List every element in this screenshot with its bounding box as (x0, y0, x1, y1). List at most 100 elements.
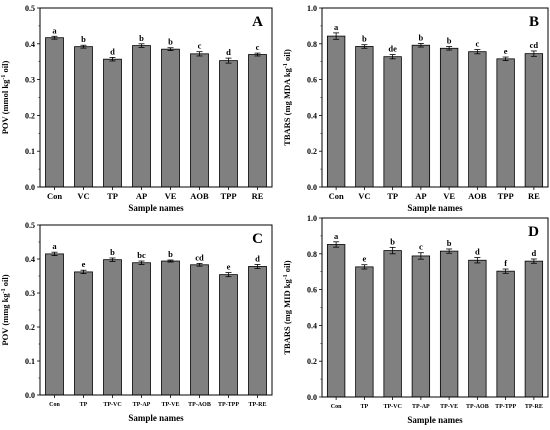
bar (74, 271, 93, 396)
bar (383, 56, 402, 188)
y-tick-label: 0.8 (307, 40, 317, 49)
significance-label: e (82, 259, 86, 269)
x-tick-label: VC (77, 191, 89, 201)
significance-label: d (255, 253, 260, 263)
significance-label: b (419, 32, 424, 42)
y-axis-title-main: TBARS (mg MID kg (282, 279, 292, 355)
x-tick-label: TP-TPP (495, 404, 516, 410)
y-tick-label: 1.0 (307, 4, 317, 13)
bar (219, 274, 238, 396)
x-tick-label: VC (358, 191, 370, 201)
bar (45, 37, 64, 188)
x-tick-label: VE (165, 191, 177, 201)
y-tick-label: 0.6 (307, 286, 317, 295)
y-axis-title-sup: -1 (1, 288, 7, 293)
plot-frame (39, 224, 273, 396)
x-tick-label: TP-VC (103, 402, 121, 408)
x-tick-label: AP (415, 191, 426, 201)
x-tick-label: RE (528, 191, 540, 201)
y-axis-title: TBARS (mg MDA kg-1 oil) (282, 49, 292, 146)
bar (524, 53, 544, 188)
x-tick-label: AOB (190, 191, 209, 201)
y-axis-title: POV (mmol kg-1 oil) (0, 61, 10, 135)
bar (383, 250, 402, 398)
bar (132, 262, 151, 396)
significance-label: e (504, 46, 508, 56)
bar (190, 264, 209, 396)
bar (468, 51, 487, 188)
significance-label: de (388, 44, 397, 54)
y-axis-title-main: TBARS (mg MDA kg (282, 67, 292, 145)
significance-label: b (81, 34, 86, 44)
bar (161, 260, 180, 396)
x-tick-label: Con (47, 191, 62, 201)
significance-label: cd (530, 40, 539, 50)
bar (496, 270, 515, 398)
y-axis-title-tail: oil) (282, 260, 292, 274)
chart-panel-c: a Con e TP b TP-VC bc TP-AP b TP-VE cd TP-AOB e TP-TP… (0, 221, 273, 423)
significance-label: b (447, 238, 452, 248)
x-tick-label: TPP (220, 191, 236, 201)
x-axis-title: Sample names (128, 203, 184, 213)
x-tick-label: TP-AOB (466, 404, 489, 410)
bar (355, 46, 374, 188)
significance-label: c (198, 41, 202, 51)
plot-frame (39, 7, 273, 188)
significance-label: bc (137, 250, 146, 260)
bar (439, 250, 459, 398)
y-axis-title-sup: -1 (1, 75, 7, 80)
panel-label: C (252, 231, 263, 247)
bar (45, 253, 64, 396)
bar (219, 60, 238, 188)
y-tick-label: 0.3 (25, 76, 35, 85)
panel-label: B (529, 14, 539, 30)
significance-label: e (227, 262, 231, 272)
y-axis-title-main: POV (mmol kg (0, 79, 10, 134)
y-axis-title-tail: oil) (0, 274, 10, 288)
significance-label: b (139, 33, 144, 43)
significance-label: a (334, 22, 339, 32)
y-tick-label: 0.1 (25, 147, 35, 156)
x-tick-label: Con (331, 404, 342, 410)
y-tick-label: 0.0 (25, 183, 35, 192)
y-tick-label: 0.2 (25, 323, 35, 332)
significance-label: b (447, 35, 452, 45)
chart-panel-d: a Con e TP b TP-VC c TP-AP b TP-VE d TP-AOB f TP-TPP d… (282, 214, 549, 425)
significance-label: a (334, 231, 339, 241)
x-tick-label: TP-TPP (218, 402, 239, 408)
y-tick-label: 0.0 (307, 393, 317, 402)
y-tick-label: 0.1 (25, 357, 35, 366)
x-tick-label: TP (387, 191, 398, 201)
significance-label: c (256, 42, 260, 52)
x-tick-label: TP-AOB (188, 402, 211, 408)
x-tick-label: TP-AP (412, 404, 430, 410)
x-axis-title: Sample names (407, 203, 463, 213)
x-tick-label: TP-VE (162, 402, 180, 408)
y-tick-label: 0.2 (307, 147, 317, 156)
y-tick-label: 0.8 (307, 250, 317, 259)
y-axis-title: TBARS (mg MID kg-1 oil) (282, 260, 292, 354)
y-tick-label: 0.4 (25, 40, 35, 49)
plot-frame (321, 7, 549, 188)
y-axis-title-sup: -1 (283, 274, 289, 279)
y-tick-label: 0.5 (25, 221, 35, 230)
significance-label: c (475, 39, 479, 49)
y-tick-label: 0.4 (307, 111, 317, 120)
significance-label: b (168, 37, 173, 47)
significance-label: b (110, 247, 115, 257)
bar (468, 259, 487, 398)
bar (411, 255, 431, 398)
x-tick-label: Con (329, 191, 344, 201)
bar (190, 53, 209, 188)
significance-label: a (52, 25, 57, 35)
x-tick-label: TP-VC (383, 404, 401, 410)
x-tick-label: TP-RE (525, 404, 543, 410)
y-axis-title-sup: -1 (283, 63, 289, 68)
x-tick-label: TP (361, 404, 369, 410)
x-tick-label: Con (49, 402, 60, 408)
x-tick-label: TP (80, 402, 88, 408)
significance-label: b (362, 34, 367, 44)
y-axis-title-main: POV (mmg kg (0, 293, 10, 346)
y-tick-label: 0.0 (307, 183, 317, 192)
bar (161, 48, 180, 188)
